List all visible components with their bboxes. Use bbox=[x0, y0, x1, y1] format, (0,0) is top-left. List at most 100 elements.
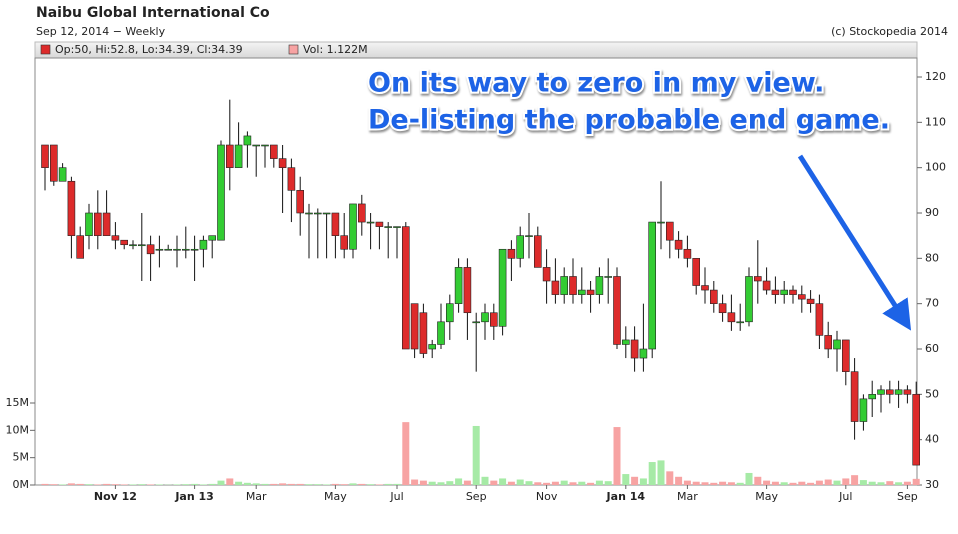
annotation: De-listing the probable end game. bbox=[368, 105, 890, 136]
candle-body bbox=[666, 222, 673, 240]
arrow bbox=[800, 156, 903, 318]
candle-body bbox=[658, 222, 665, 223]
legend-volume: Vol: 1.122M bbox=[303, 43, 368, 56]
candle-body bbox=[675, 240, 682, 249]
candle-body bbox=[631, 340, 638, 358]
y-tick-label: 110 bbox=[925, 115, 946, 128]
volume-bar bbox=[77, 484, 84, 485]
candle-body bbox=[746, 276, 753, 321]
candle-body bbox=[420, 313, 427, 354]
volume-bar bbox=[561, 481, 568, 485]
volume-bar bbox=[455, 478, 462, 485]
volume-bar bbox=[323, 484, 330, 485]
candle-body bbox=[693, 258, 700, 285]
candle-body bbox=[649, 222, 656, 349]
x-tick-label: Mar bbox=[677, 490, 698, 503]
candle-body bbox=[464, 267, 471, 312]
volume-bar bbox=[297, 484, 304, 485]
volume-bar bbox=[306, 484, 313, 485]
x-tick-label: Jul bbox=[838, 490, 852, 503]
volume-bar bbox=[913, 479, 920, 485]
volume-bar bbox=[253, 483, 260, 485]
annotation: On its way to zero in my view. bbox=[368, 68, 824, 99]
volume-bar bbox=[358, 484, 365, 485]
legend-swatch bbox=[41, 45, 50, 54]
y-tick-label: 120 bbox=[925, 70, 946, 83]
y-tick-label: 80 bbox=[925, 251, 939, 264]
volume-bar bbox=[490, 481, 497, 485]
volume-bar bbox=[869, 482, 876, 485]
candle-body bbox=[94, 213, 101, 236]
candle-body bbox=[59, 168, 66, 182]
x-tick-label: Jan 13 bbox=[174, 490, 213, 503]
volume-bar bbox=[385, 484, 392, 485]
volume-bar bbox=[182, 484, 189, 485]
candle-body bbox=[297, 190, 304, 213]
candle-body bbox=[622, 340, 629, 345]
candle-body bbox=[50, 145, 57, 181]
candle-body bbox=[429, 344, 436, 349]
volume-bar bbox=[438, 482, 445, 485]
volume-bar bbox=[878, 482, 885, 485]
candle-body bbox=[385, 227, 392, 228]
y-tick-label: 50 bbox=[925, 387, 939, 400]
volume-bar bbox=[42, 484, 49, 485]
subtitle: Sep 12, 2014 − Weekly bbox=[36, 25, 166, 38]
candle-body bbox=[570, 276, 577, 294]
candle-body bbox=[350, 204, 357, 249]
candle-body bbox=[279, 159, 286, 168]
candle-body bbox=[68, 181, 75, 235]
candle-body bbox=[200, 240, 207, 249]
volume-bar bbox=[578, 482, 585, 485]
volume-bar bbox=[94, 484, 101, 485]
volume-bar bbox=[702, 482, 709, 485]
volume-bar bbox=[103, 484, 110, 485]
volume-bar bbox=[138, 484, 145, 485]
volume-bar bbox=[860, 480, 867, 485]
volume-bar bbox=[200, 484, 207, 485]
candle-body bbox=[121, 240, 128, 245]
candle-body bbox=[332, 213, 339, 236]
candle-body bbox=[517, 236, 524, 259]
y-tick-label: 60 bbox=[925, 342, 939, 355]
candle-body bbox=[834, 340, 841, 349]
volume-bar bbox=[402, 422, 409, 485]
volume-bar bbox=[446, 481, 453, 485]
candle-body bbox=[816, 304, 823, 336]
volume-bar bbox=[235, 482, 242, 485]
y-tick-label: 40 bbox=[925, 433, 939, 446]
candle-body bbox=[446, 304, 453, 322]
volume-bar bbox=[763, 481, 770, 485]
volume-bar bbox=[728, 482, 735, 485]
volume-bar bbox=[534, 482, 541, 485]
candle-body bbox=[913, 394, 920, 465]
volume-bar bbox=[772, 482, 779, 485]
volume-bar bbox=[226, 478, 233, 485]
volume-bar bbox=[614, 427, 621, 485]
candle-body bbox=[534, 236, 541, 268]
volume-bar bbox=[420, 481, 427, 485]
y2-tick-label: 10M bbox=[6, 423, 30, 436]
y-tick-label: 70 bbox=[925, 297, 939, 310]
volume-bar bbox=[746, 473, 753, 485]
candle-body bbox=[358, 204, 365, 222]
volume-bar bbox=[825, 480, 832, 485]
volume-bar bbox=[622, 474, 629, 485]
candle-body bbox=[341, 236, 348, 250]
candle-body bbox=[323, 213, 330, 214]
volume-bar bbox=[50, 484, 57, 485]
candle-body bbox=[508, 249, 515, 258]
volume-bar bbox=[834, 481, 841, 485]
candle-body bbox=[561, 276, 568, 294]
volume-bar bbox=[288, 484, 295, 485]
candle-body bbox=[790, 290, 797, 295]
volume-bar bbox=[112, 484, 119, 485]
candle-body bbox=[86, 213, 93, 236]
volume-bar bbox=[587, 483, 594, 485]
volume-bar bbox=[790, 483, 797, 485]
candle-body bbox=[869, 394, 876, 399]
volume-bar bbox=[666, 471, 673, 485]
candle-body bbox=[737, 322, 744, 323]
x-tick-label: May bbox=[324, 490, 347, 503]
volume-bar bbox=[737, 483, 744, 485]
